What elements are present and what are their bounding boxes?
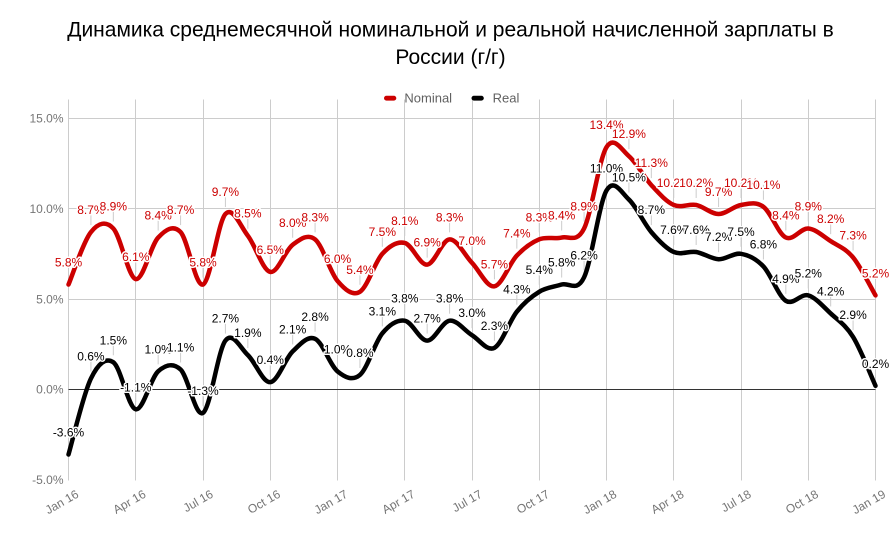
svg-text:Динамика среднемесячной номина: Динамика среднемесячной номинальной и ре… (67, 19, 834, 42)
svg-text:7.6%: 7.6% (660, 223, 688, 237)
svg-text:9.7%: 9.7% (705, 185, 733, 199)
svg-text:3.8%: 3.8% (391, 292, 419, 306)
svg-text:2.8%: 2.8% (301, 310, 329, 324)
svg-text:7.3%: 7.3% (839, 228, 867, 242)
svg-text:5.4%: 5.4% (526, 263, 554, 277)
svg-text:7.6%: 7.6% (682, 223, 710, 237)
svg-text:Nominal: Nominal (404, 91, 452, 106)
svg-text:13.4%: 13.4% (589, 118, 623, 132)
svg-text:2.7%: 2.7% (212, 312, 240, 326)
svg-text:8.3%: 8.3% (436, 210, 464, 224)
svg-text:6.5%: 6.5% (257, 243, 285, 257)
svg-text:5.8%: 5.8% (55, 256, 83, 270)
svg-text:России (г/г): России (г/г) (395, 46, 505, 69)
svg-text:4.2%: 4.2% (817, 284, 845, 298)
svg-text:8.9%: 8.9% (795, 199, 823, 213)
svg-text:8.4%: 8.4% (772, 209, 800, 223)
svg-text:12.9%: 12.9% (612, 127, 646, 141)
svg-text:10.2%: 10.2% (724, 176, 758, 190)
svg-text:8.4%: 8.4% (548, 209, 576, 223)
svg-text:11.0%: 11.0% (590, 162, 623, 176)
svg-text:3.1%: 3.1% (369, 304, 397, 318)
svg-text:1.0%: 1.0% (144, 342, 172, 356)
svg-text:8.7%: 8.7% (167, 203, 195, 217)
svg-text:5.0%: 5.0% (36, 292, 64, 306)
svg-text:1.1%: 1.1% (167, 341, 195, 355)
svg-text:9.7%: 9.7% (212, 185, 240, 199)
svg-text:Real: Real (493, 91, 520, 106)
svg-text:1.9%: 1.9% (234, 326, 262, 340)
svg-text:0.0%: 0.0% (36, 383, 64, 397)
svg-text:5.8%: 5.8% (548, 256, 576, 270)
svg-text:5.8%: 5.8% (189, 256, 217, 270)
svg-text:2.7%: 2.7% (413, 312, 441, 326)
svg-text:8.7%: 8.7% (638, 203, 666, 217)
svg-text:4.3%: 4.3% (503, 283, 531, 297)
svg-text:8.3%: 8.3% (526, 210, 554, 224)
svg-text:11.3%: 11.3% (635, 156, 668, 170)
svg-text:8.7%: 8.7% (77, 203, 105, 217)
svg-text:1.0%: 1.0% (324, 342, 352, 356)
svg-text:0.2%: 0.2% (862, 357, 890, 371)
svg-text:15.0%: 15.0% (29, 112, 63, 126)
svg-text:10.1%: 10.1% (746, 178, 780, 192)
svg-text:5.2%: 5.2% (795, 266, 823, 280)
svg-text:8.1%: 8.1% (391, 214, 419, 228)
svg-text:7.4%: 7.4% (503, 227, 531, 241)
svg-text:8.4%: 8.4% (144, 209, 172, 223)
svg-text:-1.3%: -1.3% (187, 384, 219, 398)
svg-text:8.0%: 8.0% (279, 216, 307, 230)
svg-text:5.2%: 5.2% (862, 266, 890, 280)
svg-text:0.8%: 0.8% (346, 346, 374, 360)
svg-text:8.9%: 8.9% (570, 199, 598, 213)
svg-text:6.9%: 6.9% (413, 236, 441, 250)
svg-text:-5.0%: -5.0% (32, 473, 64, 487)
svg-text:0.4%: 0.4% (257, 353, 285, 367)
svg-text:6.8%: 6.8% (750, 237, 778, 251)
svg-text:6.0%: 6.0% (324, 252, 352, 266)
svg-text:10.2%: 10.2% (657, 176, 691, 190)
svg-text:8.9%: 8.9% (100, 199, 128, 213)
svg-text:-1.1%: -1.1% (120, 380, 152, 394)
svg-text:10.5%: 10.5% (612, 171, 646, 185)
svg-text:2.3%: 2.3% (481, 319, 509, 333)
svg-text:7.5%: 7.5% (727, 225, 755, 239)
svg-text:8.5%: 8.5% (234, 207, 262, 221)
svg-text:0.6%: 0.6% (77, 350, 105, 364)
svg-text:-3.6%: -3.6% (53, 425, 85, 439)
svg-text:3.8%: 3.8% (436, 292, 464, 306)
svg-text:4.9%: 4.9% (772, 272, 800, 286)
svg-text:8.3%: 8.3% (301, 210, 329, 224)
svg-text:7.2%: 7.2% (705, 230, 733, 244)
svg-text:3.0%: 3.0% (458, 306, 486, 320)
svg-text:5.7%: 5.7% (481, 257, 509, 271)
svg-text:7.5%: 7.5% (369, 225, 397, 239)
svg-text:7.0%: 7.0% (458, 234, 486, 248)
svg-text:6.2%: 6.2% (570, 248, 598, 262)
svg-text:5.4%: 5.4% (346, 263, 374, 277)
svg-text:10.2%: 10.2% (679, 176, 713, 190)
svg-text:1.5%: 1.5% (100, 333, 128, 347)
svg-text:2.9%: 2.9% (839, 308, 867, 322)
svg-text:10.0%: 10.0% (29, 202, 63, 216)
svg-text:8.2%: 8.2% (817, 212, 845, 226)
svg-text:2.1%: 2.1% (279, 322, 307, 336)
svg-text:6.1%: 6.1% (122, 250, 150, 264)
